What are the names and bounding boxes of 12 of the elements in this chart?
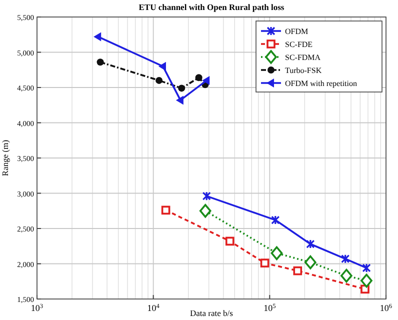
- x-tick-label: 10$^{3}$: [30, 302, 44, 313]
- chart-title: ETU channel with Open Rural path loss: [138, 2, 285, 12]
- legend-label: SC-FDE: [285, 40, 313, 49]
- x-tick-label: 10$^{5}$: [264, 302, 276, 313]
- x-tick-label: 10$^{6}$: [380, 302, 392, 313]
- legend-label: OFDM with repetition: [285, 79, 357, 88]
- y-axis-title: Range (m): [0, 140, 10, 176]
- x-axis-title: Data rate b/s: [190, 308, 233, 318]
- x-tick-label: 10$^{4}$: [147, 302, 160, 313]
- legend-label: Turbo-FSK: [285, 66, 322, 75]
- legend-label: SC-FDMA: [285, 53, 321, 62]
- legend-label: OFDM: [285, 27, 308, 36]
